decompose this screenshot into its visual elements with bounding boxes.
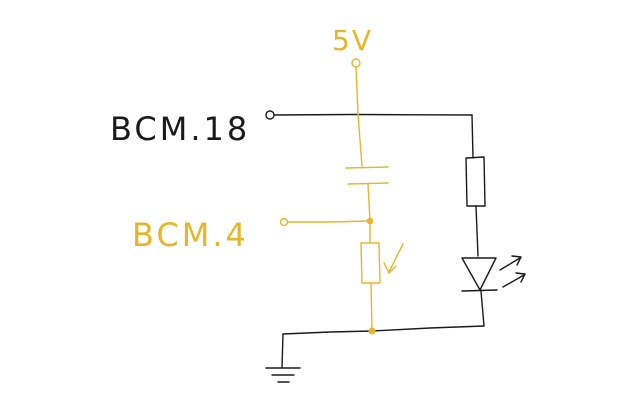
amber-circuit bbox=[279, 58, 404, 335]
bcm4-terminal bbox=[279, 217, 289, 227]
right-rail-middle bbox=[475, 205, 479, 257]
bottom-wire bbox=[282, 325, 485, 335]
supply-label: 5V bbox=[332, 24, 373, 57]
led-arrow-2 bbox=[502, 272, 526, 288]
bcm4-label: BCM.4 bbox=[132, 216, 249, 254]
led-arrow-1 bbox=[499, 255, 522, 271]
bcm4-wire bbox=[287, 220, 371, 223]
black-circuit bbox=[265, 110, 526, 383]
ground-drop bbox=[281, 333, 284, 369]
supply-wire bbox=[355, 66, 363, 167]
bcm18-top-wire bbox=[273, 113, 473, 116]
bcm18-terminal bbox=[265, 110, 275, 120]
ldr-wire-bottom bbox=[370, 282, 373, 332]
ground-symbol bbox=[265, 367, 301, 383]
capacitor-wire bbox=[367, 183, 371, 222]
capacitor-plate-top bbox=[345, 166, 389, 169]
right-rail-lower bbox=[480, 290, 485, 327]
supply-terminal bbox=[351, 58, 361, 68]
right-rail-upper bbox=[471, 114, 474, 159]
led-bar bbox=[461, 289, 498, 292]
led-triangle bbox=[461, 257, 497, 291]
resistor bbox=[465, 156, 486, 207]
photoresistor-arrow bbox=[383, 243, 404, 274]
bcm18-label: BCM.18 bbox=[110, 110, 250, 148]
photoresistor bbox=[360, 242, 381, 284]
junction-dot-bottom bbox=[368, 327, 376, 335]
